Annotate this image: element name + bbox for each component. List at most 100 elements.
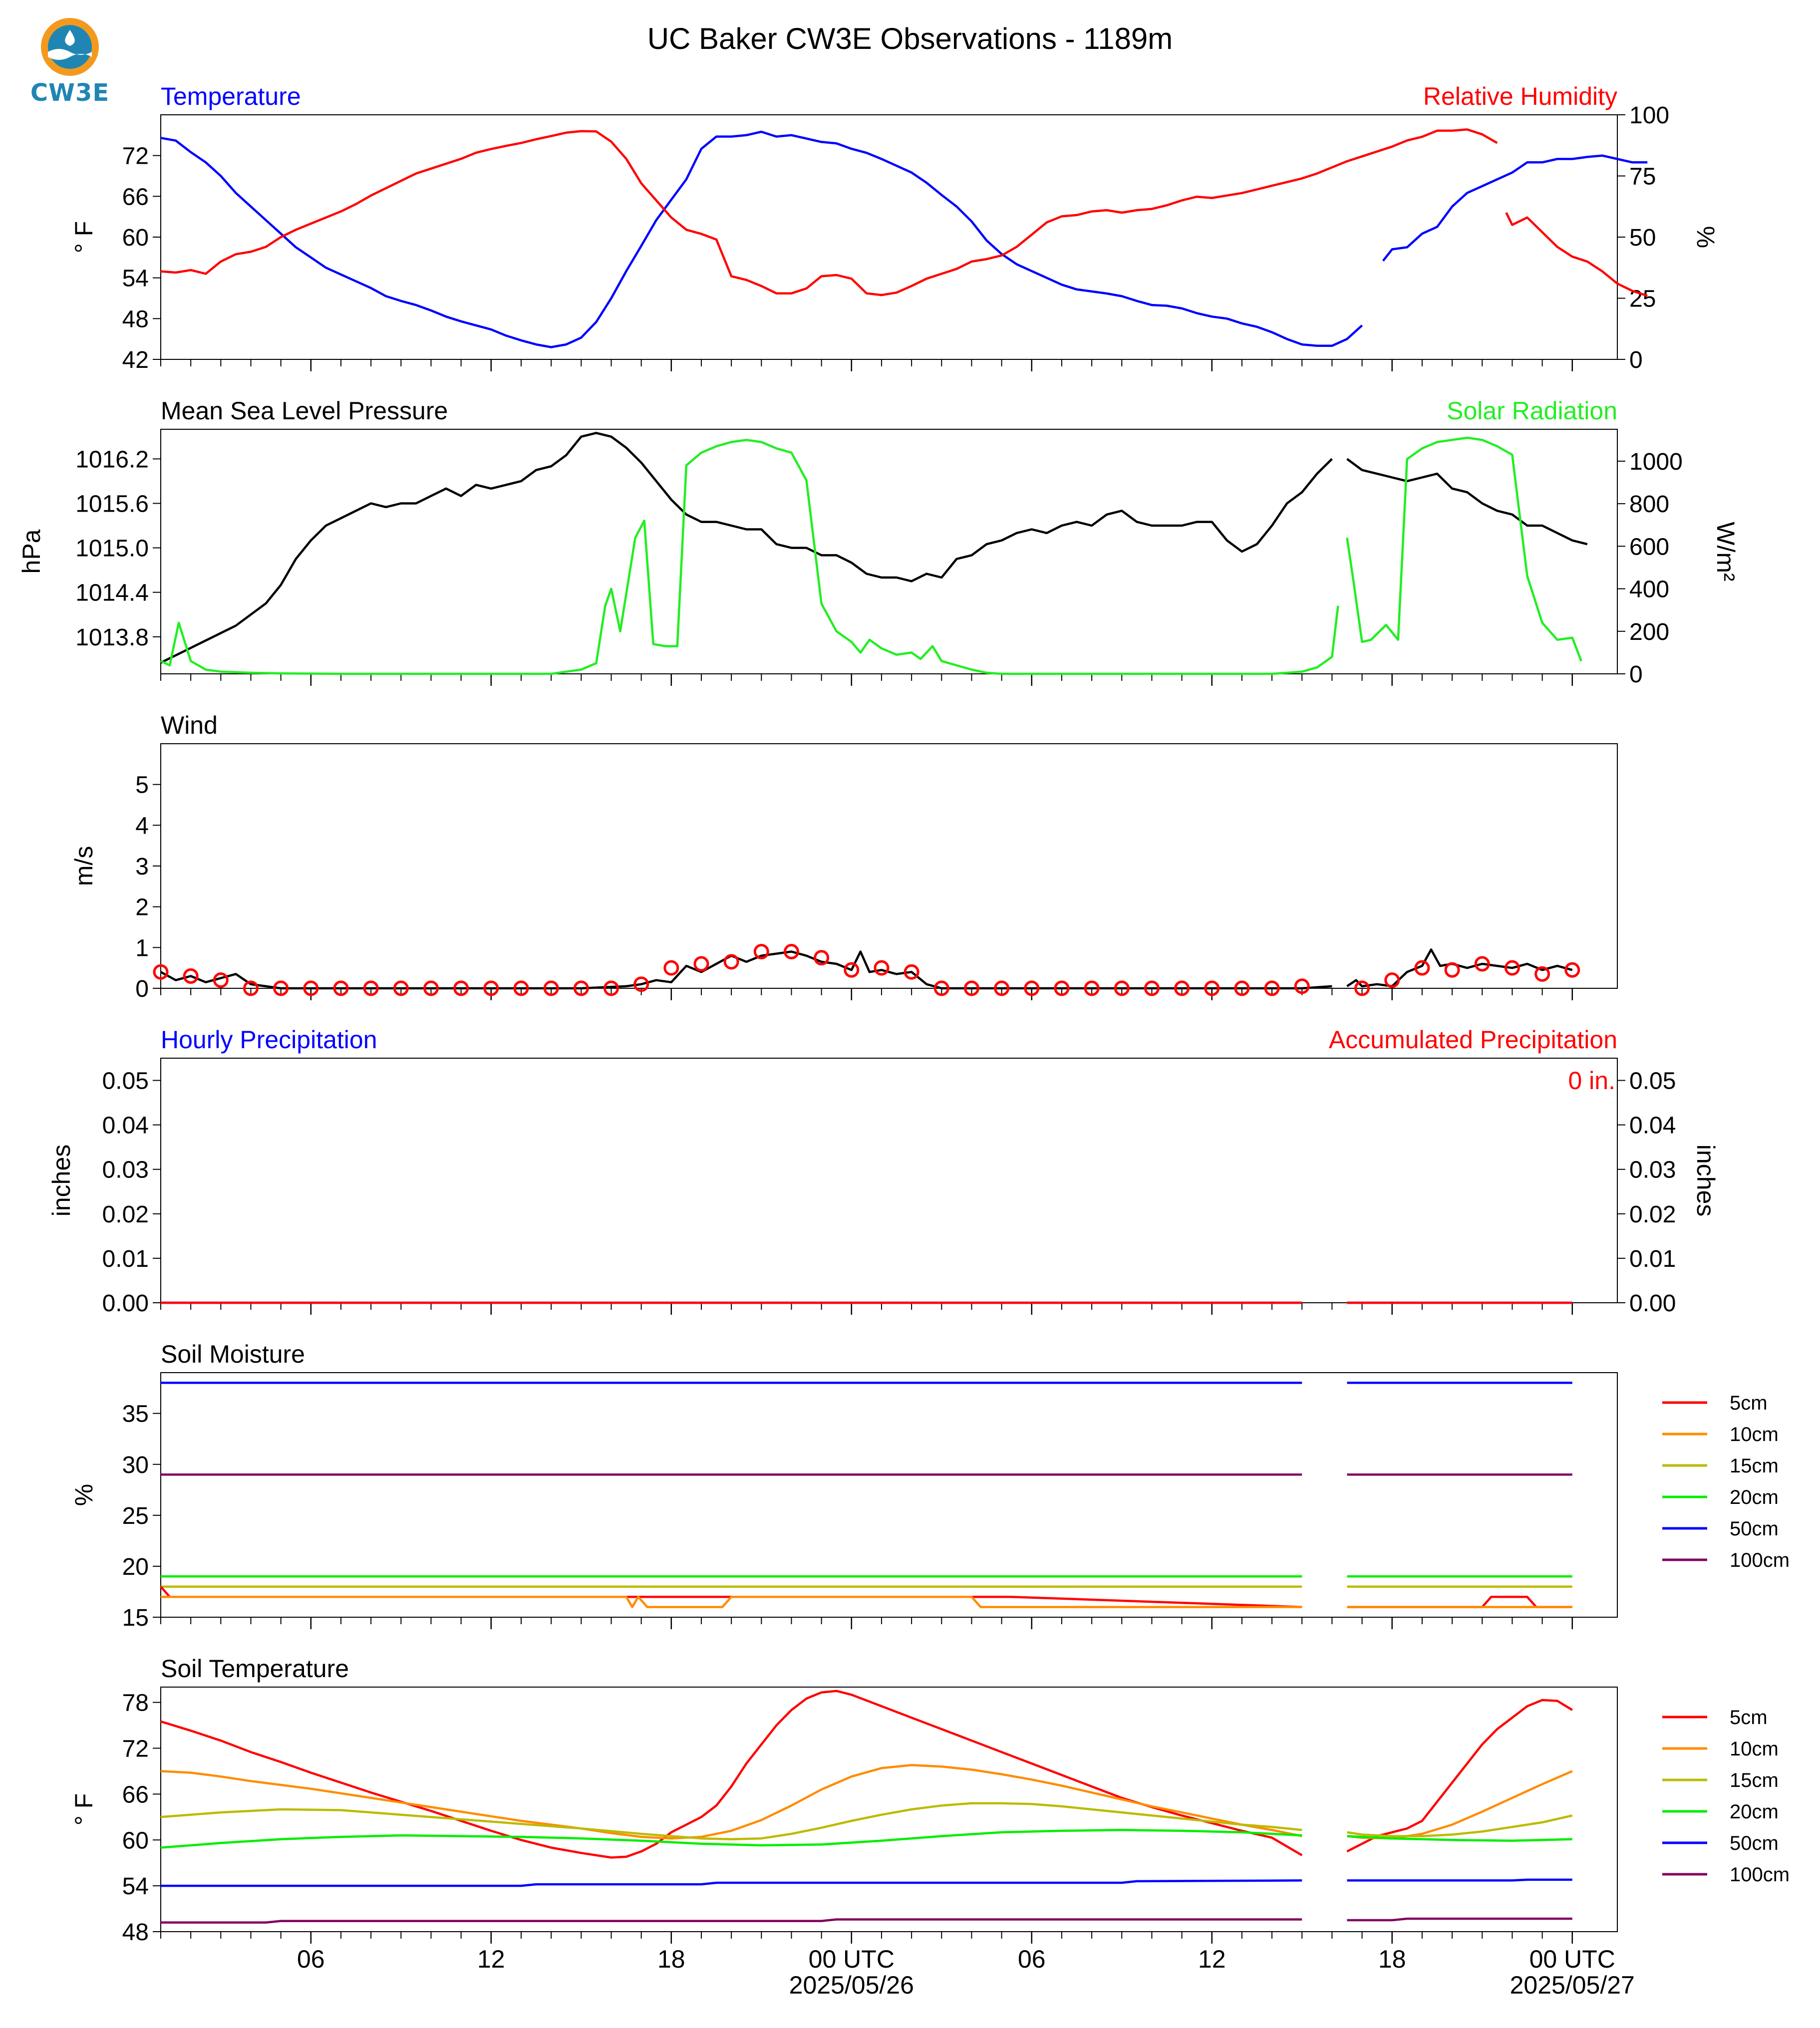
legend-label: 15cm: [1730, 1769, 1779, 1791]
y-tick-label-left: 72: [122, 143, 149, 170]
y-tick-label-right: 0.05: [1629, 1068, 1676, 1095]
series-line-wind-0: [160, 950, 1332, 990]
panel-title-left: Soil Moisture: [161, 1340, 305, 1368]
cw3e-logo: CW3E: [20, 15, 120, 110]
legend-label: 5cm: [1730, 1707, 1768, 1729]
gust-marker: [603, 980, 619, 996]
y-axis-label-left: %: [70, 1484, 98, 1506]
y-tick-label-left: 1013.8: [75, 624, 149, 651]
x-tick-label: 06: [297, 1945, 325, 1973]
series-line-pressure_solar-2: [160, 439, 1339, 675]
y-axis-label-left: inches: [47, 1145, 75, 1217]
gust-marker: [273, 980, 289, 996]
series-line-pressure_solar-1: [1346, 458, 1588, 546]
gust-marker: [363, 980, 379, 996]
gust-marker: [243, 980, 259, 996]
gust-marker: [573, 980, 589, 996]
legend-label: 50cm: [1730, 1832, 1779, 1854]
panel-title-right: Solar Radiation: [1447, 397, 1617, 425]
x-date-label: 2025/05/26: [789, 1971, 914, 1999]
gust-marker: [423, 980, 439, 996]
gust-marker: [453, 980, 469, 996]
gust-marker: [1504, 960, 1520, 976]
gust-marker: [183, 968, 199, 984]
x-date-label: 2025/05/27: [1510, 1971, 1635, 1999]
y-axis-label-right: inches: [1692, 1145, 1720, 1217]
y-tick-label-right: 75: [1629, 164, 1656, 190]
panel-frame: [160, 429, 1618, 674]
x-tick-label: 18: [1378, 1945, 1406, 1973]
y-tick-label-left: 1016.2: [75, 446, 149, 473]
gust-marker: [814, 950, 830, 966]
y-tick-label-right: 1000: [1629, 449, 1683, 475]
panel-pressure_solar: Mean Sea Level Pressure Solar Radiation 10…: [17, 397, 1740, 688]
series-line-temp_rh-2: [160, 128, 1498, 296]
y-tick-label-left: 1014.4: [75, 580, 149, 606]
y-tick-label-right: 0.04: [1629, 1113, 1676, 1139]
legend-label: 100cm: [1730, 1864, 1790, 1886]
panel-title-left: Temperature: [161, 82, 301, 110]
y-tick-label-left: 60: [122, 225, 149, 251]
series-line-temp_rh-1: [1382, 154, 1648, 262]
y-tick-label-left: 3: [135, 854, 149, 880]
y-axis-label-left: ° F: [70, 1793, 98, 1825]
y-tick-label-left: 1015.6: [75, 491, 149, 517]
legend-label: 100cm: [1730, 1549, 1790, 1571]
series-line-pressure_solar-0: [160, 432, 1333, 664]
gust-marker: [1264, 980, 1280, 996]
y-tick-label-left: 66: [122, 184, 149, 210]
y-tick-label-right: 0.02: [1629, 1201, 1676, 1228]
y-tick-label-right: 200: [1629, 619, 1669, 645]
y-tick-label-left: 54: [122, 266, 149, 292]
x-tick-label: 00 UTC: [809, 1945, 895, 1973]
gust-marker: [753, 944, 769, 959]
gust-marker: [1354, 980, 1370, 996]
gust-marker: [213, 972, 229, 988]
y-tick-label-left: 0.05: [102, 1068, 149, 1095]
x-tick-label: 00 UTC: [1529, 1945, 1615, 1973]
y-tick-label-right: 600: [1629, 534, 1669, 560]
series-line-soil_temperature-3: [1347, 1770, 1573, 1840]
series-line-soil_temperature-8: [161, 1879, 1302, 1887]
gust-marker: [513, 980, 529, 996]
legend-label: 10cm: [1730, 1424, 1779, 1446]
series-line-soil_temperature-0: [160, 1690, 1303, 1859]
cw3e-logo-icon: [41, 18, 99, 76]
gust-marker: [1534, 966, 1550, 982]
panel-soil_temperature: Soil Temperature 48 54 60 66 72 78 ° F 5cm 10cm 15…: [70, 1655, 1790, 1946]
legend-label: 50cm: [1730, 1518, 1779, 1540]
gust-marker: [1444, 962, 1460, 978]
panel-frame: [160, 1372, 1618, 1618]
gust-marker: [1024, 980, 1040, 996]
series-line-soil_temperature-4: [160, 1802, 1302, 1840]
series-line-soil_temperature-11: [1347, 1917, 1572, 1922]
panel-precip: Hourly Precipitation Accumulated Precipit…: [47, 1026, 1720, 1317]
gust-marker: [933, 980, 949, 996]
cw3e-logo-text: CW3E: [30, 79, 110, 107]
gust-marker: [393, 980, 409, 996]
series-line-soil_temperature-10: [161, 1918, 1302, 1924]
gust-marker: [633, 976, 649, 992]
y-tick-label-left: 0.04: [102, 1113, 149, 1139]
y-tick-label-left: 15: [122, 1605, 149, 1631]
series-line-temp_rh-0: [160, 130, 1363, 348]
y-tick-label-left: 25: [122, 1503, 149, 1529]
gust-marker: [543, 980, 559, 996]
panel-frame: [160, 1058, 1618, 1303]
y-axis-label-right: W/m²: [1712, 522, 1740, 581]
y-tick-label-right: 0: [1629, 661, 1643, 688]
y-tick-label-right: 25: [1629, 286, 1656, 312]
y-tick-label-left: 48: [122, 1919, 149, 1946]
panel-wind: Wind 0 1 2 3 4 5 m/s: [70, 711, 1618, 1002]
y-tick-label-left: 54: [122, 1873, 149, 1900]
series-line-temp_rh-3: [1505, 212, 1648, 297]
gust-marker: [844, 962, 860, 978]
legend-label: 10cm: [1730, 1738, 1779, 1760]
gust-marker: [693, 956, 709, 972]
y-axis-label-left: m/s: [70, 846, 98, 886]
panel-title-left: Wind: [161, 711, 218, 739]
y-tick-label-left: 2: [135, 894, 149, 921]
panel-title-left: Soil Temperature: [161, 1655, 349, 1683]
series-line-soil_moisture-10: [161, 1595, 1302, 1608]
